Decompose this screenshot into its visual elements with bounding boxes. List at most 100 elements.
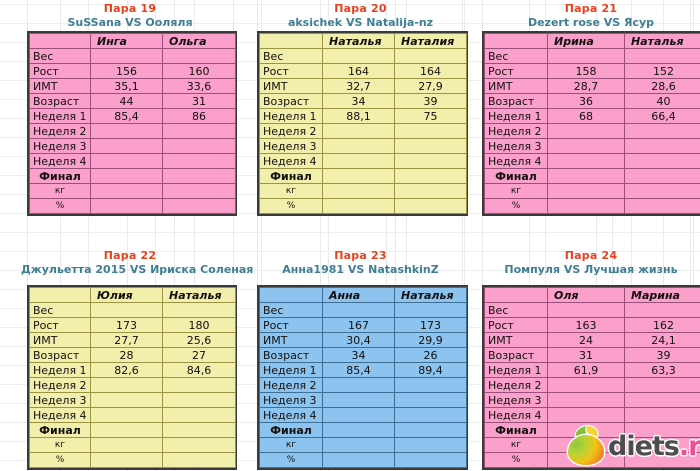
table-row: Возраст 34 39 xyxy=(259,93,467,109)
metric-value-cell: 84,6 xyxy=(162,362,236,378)
metric-value-cell xyxy=(322,422,395,438)
metric-value-cell: 30,4 xyxy=(322,332,395,348)
header-corner-cell xyxy=(29,287,91,303)
row-label: Вес xyxy=(259,302,323,318)
header-corner-cell xyxy=(484,287,548,303)
metric-value-cell: 26 xyxy=(394,347,467,363)
metric-value-cell xyxy=(624,452,700,468)
row-label: Неделя 1 xyxy=(484,362,548,378)
metric-value-cell: 40 xyxy=(624,93,700,109)
row-label: Неделя 4 xyxy=(484,153,548,169)
row-label: Неделя 4 xyxy=(29,407,91,423)
metric-value-cell: 33,6 xyxy=(162,78,236,94)
table-row: Вес xyxy=(29,48,236,64)
metric-value-cell: 34 xyxy=(322,93,395,109)
metric-value-cell xyxy=(162,302,236,318)
metric-value-cell: 27 xyxy=(162,347,236,363)
metric-value-cell xyxy=(624,153,700,169)
row-label: % xyxy=(29,452,91,468)
row-label: Вес xyxy=(484,48,548,64)
metric-value-cell xyxy=(90,407,163,423)
table-row: кг xyxy=(259,183,467,199)
column-header-participant: Наталья xyxy=(162,287,236,303)
metric-value-cell xyxy=(394,168,467,184)
metric-value-cell: 39 xyxy=(394,93,467,109)
table-row: Возраст 34 26 xyxy=(259,347,467,363)
metric-value-cell: 28,7 xyxy=(547,78,625,94)
metric-value-cell: 163 xyxy=(547,317,625,333)
metric-value-cell xyxy=(322,198,395,214)
column-header-participant: Ольга xyxy=(162,33,236,49)
metric-value-cell: 28 xyxy=(90,347,163,363)
table-header-row: Оля Марина xyxy=(484,287,700,303)
row-label: Неделя 1 xyxy=(29,362,91,378)
metric-value-cell xyxy=(322,123,395,139)
row-label: ИМТ xyxy=(259,78,323,94)
diets-ru-watermark: diets.ru xyxy=(566,424,700,468)
metric-value-cell xyxy=(394,138,467,154)
table-row: Неделя 3 xyxy=(259,392,467,408)
row-label: Неделя 3 xyxy=(484,392,548,408)
row-label: Рост xyxy=(484,63,548,79)
table-row: Рост 163 162 xyxy=(484,317,700,333)
metric-value-cell: 27,7 xyxy=(90,332,163,348)
metric-value-cell xyxy=(394,302,467,318)
table-row: Возраст 36 40 xyxy=(484,93,700,109)
column-header-participant: Инга xyxy=(90,33,163,49)
metric-value-cell xyxy=(322,48,395,64)
row-label: Неделя 4 xyxy=(259,153,323,169)
metric-value-cell xyxy=(624,437,700,453)
metric-value-cell xyxy=(162,407,236,423)
row-label: Возраст xyxy=(484,347,548,363)
metric-value-cell xyxy=(90,422,163,438)
metric-value-cell: 167 xyxy=(322,317,395,333)
row-label: ИМТ xyxy=(29,78,91,94)
row-label: Неделя 3 xyxy=(259,138,323,154)
pair-number: Пара 19 xyxy=(103,2,157,15)
row-label: % xyxy=(29,198,91,214)
table-row: Неделя 2 xyxy=(484,123,700,139)
row-label: кг xyxy=(259,183,323,199)
metric-value-cell xyxy=(394,452,467,468)
pair-number: Пара 21 xyxy=(564,2,618,15)
metric-value-cell: 44 xyxy=(90,93,163,109)
comparison-table: Ирина Наталья Вес Рост 158 152 ИМТ 28,7 28,6 Возр… xyxy=(482,31,700,216)
table-row: кг xyxy=(484,437,700,453)
table-row: Неделя 2 xyxy=(259,377,467,393)
metric-value-cell xyxy=(547,302,625,318)
table-row: Неделя 1 68 66,4 xyxy=(484,108,700,124)
row-label: Финал xyxy=(484,422,548,438)
metric-value-cell xyxy=(547,123,625,139)
table-row: Неделя 1 85,4 89,4 xyxy=(259,362,467,378)
table-row: Финал xyxy=(29,422,236,438)
column-header-participant: Юлия xyxy=(90,287,163,303)
metric-value-cell xyxy=(322,452,395,468)
metric-value-cell: 89,4 xyxy=(394,362,467,378)
table-row: Вес xyxy=(259,48,467,64)
metric-value-cell xyxy=(624,302,700,318)
metric-value-cell: 164 xyxy=(322,63,395,79)
metric-value-cell xyxy=(90,452,163,468)
table-row: кг xyxy=(484,183,700,199)
metric-value-cell: 88,1 xyxy=(322,108,395,124)
pair-title: Dezert rose VS Ясур xyxy=(527,16,655,29)
metric-value-cell: 158 xyxy=(547,63,625,79)
pair-title: Анна1981 VS NatashkinZ xyxy=(282,263,439,276)
metric-value-cell: 66,4 xyxy=(624,108,700,124)
table-row: Вес xyxy=(484,302,700,318)
table-row: Неделя 4 xyxy=(259,153,467,169)
row-label: Неделя 1 xyxy=(484,108,548,124)
metric-value-cell xyxy=(624,168,700,184)
metric-value-cell xyxy=(394,407,467,423)
metric-value-cell xyxy=(162,198,236,214)
pair-title: SuSSana VS Ооляля xyxy=(67,16,193,29)
column-header-participant: Наталья xyxy=(394,287,467,303)
metric-value-cell: 85,4 xyxy=(90,108,163,124)
table-header-row: Анна Наталья xyxy=(259,287,467,303)
metric-value-cell: 173 xyxy=(90,317,163,333)
metric-value-cell xyxy=(90,302,163,318)
table-row: % xyxy=(259,452,467,468)
metric-value-cell xyxy=(624,138,700,154)
table-row: Рост 158 152 xyxy=(484,63,700,79)
pair-title: Джульетта 2015 VS Ириска Соленая xyxy=(21,263,254,276)
